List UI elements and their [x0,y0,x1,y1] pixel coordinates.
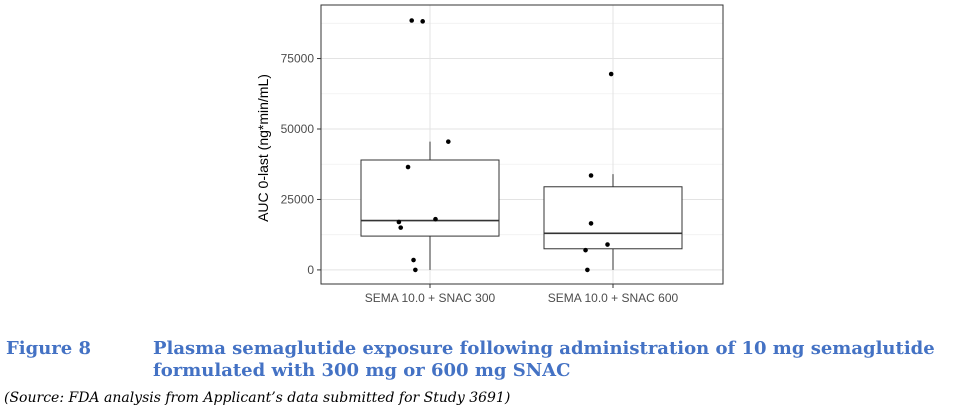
data-point [608,71,614,77]
data-point [405,164,411,170]
y-tick-label: 25000 [281,192,315,206]
y-axis-label: AUC 0-last (ng*min/mL) [255,74,271,222]
data-point [446,139,451,144]
data-point [433,216,438,222]
box-group [360,141,500,270]
x-tick-label: SEMA 10.0 + SNAC 600 [548,291,679,305]
data-point [420,19,425,24]
data-point [588,173,594,178]
data-point [588,221,594,226]
x-tick-label: SEMA 10.0 + SNAC 300 [365,291,496,305]
data-point [585,267,590,273]
y-axis-ticks: 0 25000 50000 75000 [281,52,321,277]
box-iqr [543,186,683,250]
data-point [413,267,418,273]
data-point [411,257,416,263]
box-iqr [360,159,500,237]
panel-border [320,4,724,285]
figure-title: Plasma semaglutide exposure following ad… [153,338,935,381]
y-tick-label: 50000 [281,122,315,136]
box-group [543,174,683,270]
data-points [396,18,614,273]
data-point [396,219,402,225]
data-point [398,225,404,230]
data-point [605,242,610,247]
data-point [583,247,588,253]
boxes [360,141,683,270]
figure-source: (Source: FDA analysis from Applicant’s d… [4,390,511,406]
x-axis-ticks: SEMA 10.0 + SNAC 300 SEMA 10.0 + SNAC 600 [365,284,679,305]
y-tick-label: 0 [307,263,314,277]
y-tick-label: 75000 [281,52,315,66]
figure-label: Figure 8 [6,338,92,359]
data-point [409,18,415,23]
